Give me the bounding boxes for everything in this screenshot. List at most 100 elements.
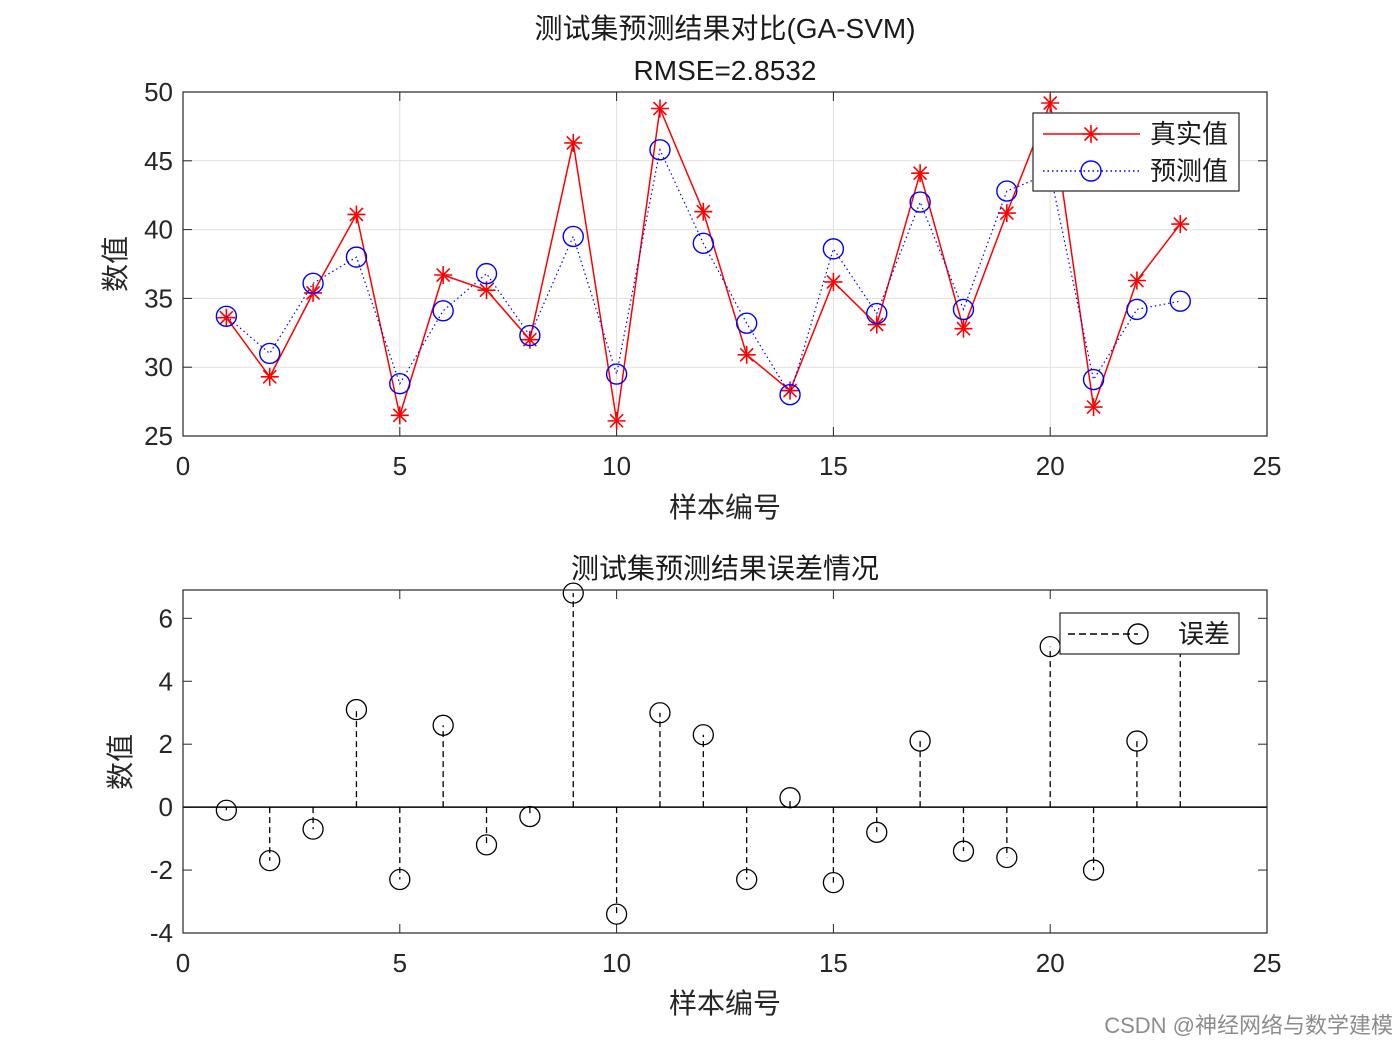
x-tick-label: 15 [819, 948, 848, 978]
true-value-point [650, 99, 669, 118]
error-point [649, 702, 671, 724]
true-value-point-d2 [696, 204, 711, 219]
error-point [692, 724, 714, 746]
true-value-point [997, 204, 1016, 223]
legend: 误差 [1059, 612, 1240, 655]
x-tick-label: 25 [1253, 451, 1282, 481]
error-point [259, 849, 281, 872]
y-tick-label: -4 [150, 918, 173, 948]
predicted-value-point [779, 384, 801, 406]
true-value-point [867, 315, 886, 334]
chart-subtitle-rmse: RMSE=2.8532 [634, 55, 817, 86]
predicted-value-point [259, 342, 281, 365]
legend-label: 真实值 [1150, 119, 1228, 149]
true-value-point-d2 [349, 207, 364, 222]
legend-marker [1127, 623, 1149, 645]
y-tick-label: 35 [144, 283, 173, 313]
true-value-point-d2 [1086, 400, 1101, 415]
predicted-value-point [866, 302, 888, 325]
predicted-value-point [822, 238, 845, 260]
x-tick-label: 5 [393, 451, 407, 481]
true-value-point [347, 205, 366, 224]
predicted-value-point [302, 272, 324, 294]
error-point [519, 805, 541, 828]
predicted-value-point [519, 324, 541, 347]
error-point [866, 821, 888, 843]
true-value-point-d2 [652, 101, 668, 116]
true-value-point [564, 133, 583, 152]
y-tick-label: 50 [144, 77, 173, 107]
error-point [302, 818, 324, 840]
x-tick-label: 15 [819, 451, 848, 481]
predicted-value-point [345, 246, 368, 268]
true-value-point-d2 [392, 408, 407, 423]
y-tick-label: 2 [159, 729, 173, 759]
predicted-value-point [996, 180, 1018, 202]
x-tick-label: 0 [176, 948, 190, 978]
true-value-point [954, 319, 973, 338]
x-tick-label: 5 [393, 948, 407, 978]
true-value-point [694, 202, 713, 221]
y-axis-label-top: 数值 [100, 236, 131, 292]
predicted-value-point [215, 305, 238, 327]
legend-marker [1082, 125, 1100, 143]
true-value-point-d2 [609, 413, 624, 428]
x-tick-label: 0 [176, 451, 190, 481]
true-value-point-d2 [479, 283, 494, 298]
legend-label: 预测值 [1150, 156, 1228, 186]
predicted-value-point [1082, 368, 1105, 391]
error-point [952, 840, 975, 862]
true-value-point-d2 [739, 347, 754, 362]
predicted-value-line [225, 147, 1181, 397]
true-value-point [1171, 215, 1190, 234]
true-value-point [217, 308, 236, 327]
error-point [1126, 730, 1148, 752]
true-value-point-d2 [1129, 273, 1144, 288]
error-point [779, 787, 801, 809]
true-value-point-d2 [826, 274, 841, 289]
predicted-value-point [1169, 290, 1191, 312]
legend-marker [1080, 160, 1102, 182]
true-value-point [390, 406, 409, 425]
true-value-point [607, 411, 626, 430]
x-tick-label: 10 [602, 451, 631, 481]
legend-box [1059, 612, 1240, 655]
y-tick-label: 40 [144, 215, 173, 245]
y-tick-label: 0 [159, 792, 173, 822]
legend-box [1032, 112, 1240, 192]
predicted-value-point [432, 300, 454, 322]
predicted-value-point [475, 262, 498, 285]
predicted-value-point [649, 139, 671, 161]
predicted-value-point [1126, 298, 1148, 321]
error-point [736, 868, 758, 891]
true-value-point-d2 [566, 135, 581, 150]
predicted-value-point [952, 298, 975, 321]
predicted-value-point [562, 225, 584, 248]
axes-box [182, 91, 1268, 437]
x-tick-label: 25 [1253, 948, 1282, 978]
error-point [475, 834, 498, 856]
true-value-point [1127, 271, 1146, 290]
true-value-point-d2 [1173, 217, 1188, 232]
true-value-point-d2 [436, 267, 451, 283]
predicted-value-point [909, 191, 931, 213]
error-point [562, 582, 584, 604]
predicted-value-point [692, 232, 715, 255]
true-value-point-d2 [913, 166, 928, 181]
true-value-point [1084, 398, 1103, 417]
true-value-point [434, 266, 453, 285]
true-value-point-d2 [956, 321, 971, 336]
x-axis-label-bottom: 样本编号 [669, 988, 781, 1019]
chart-title-top: 测试集预测结果对比(GA-SVM) [534, 13, 915, 44]
predicted-value-point [605, 363, 628, 385]
legend-marker-d2 [1083, 126, 1099, 142]
true-value-point-d2 [1043, 95, 1058, 111]
x-tick-label: 10 [602, 948, 631, 978]
y-tick-label: 6 [159, 603, 173, 633]
y-tick-label: 4 [159, 666, 173, 696]
error-point [389, 868, 411, 891]
x-tick-label: 20 [1036, 451, 1065, 481]
